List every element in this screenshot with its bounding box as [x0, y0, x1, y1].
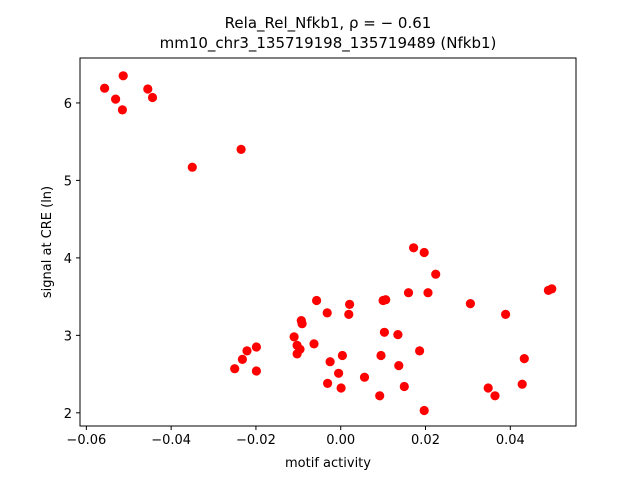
y-axis-ticks: 2 3 4 5 6 [64, 97, 80, 422]
data-point [379, 327, 389, 337]
data-point [381, 295, 391, 305]
data-point [117, 105, 127, 115]
data-points [100, 71, 557, 416]
y-tick-label: 4 [64, 252, 72, 267]
data-point [251, 366, 261, 376]
data-point [336, 383, 346, 393]
y-tick-label: 2 [64, 407, 72, 422]
data-point [519, 354, 529, 364]
data-point [309, 339, 319, 349]
x-axis-ticks: −0.06 −0.04 −0.02 0.00 0.02 0.04 [66, 426, 525, 448]
data-point [394, 361, 404, 371]
chart-title-line1: Rela_Rel_Nfkb1, ρ = − 0.61 [225, 14, 432, 33]
data-point [465, 299, 475, 309]
data-point [118, 71, 128, 81]
data-point [187, 162, 197, 172]
x-tick-label: −0.04 [151, 433, 191, 448]
data-point [419, 247, 429, 258]
data-point [111, 94, 121, 104]
data-point [409, 243, 419, 253]
data-point [322, 308, 332, 318]
data-point [237, 354, 247, 364]
data-point [236, 144, 246, 154]
data-point [325, 357, 335, 367]
data-point [501, 309, 511, 319]
data-point [359, 372, 370, 382]
y-tick-label: 3 [64, 329, 72, 344]
data-point [419, 405, 429, 416]
data-point [345, 299, 355, 309]
data-point [483, 383, 493, 393]
data-point [230, 364, 240, 374]
data-point [143, 84, 153, 94]
x-tick-label: 0.00 [326, 433, 355, 448]
x-tick-label: 0.04 [496, 433, 525, 448]
data-point [547, 284, 557, 294]
data-point [423, 288, 433, 298]
plot-area-frame [79, 57, 577, 427]
data-point [334, 368, 344, 378]
data-point [251, 342, 261, 352]
data-point [337, 350, 347, 361]
data-point [312, 295, 322, 306]
y-tick-label: 5 [64, 174, 72, 189]
data-point [375, 391, 385, 401]
data-point [242, 346, 252, 356]
data-point [297, 319, 307, 329]
data-point [490, 391, 500, 401]
x-tick-label: −0.02 [236, 433, 276, 448]
x-axis-label: motif activity [285, 456, 371, 471]
y-tick-label: 6 [64, 97, 72, 112]
y-axis-label: signal at CRE (ln) [40, 186, 55, 298]
data-point [431, 269, 441, 279]
data-point [403, 288, 414, 298]
data-point [147, 92, 158, 103]
x-tick-label: −0.06 [66, 433, 106, 448]
data-point [100, 83, 110, 93]
data-point [376, 350, 386, 361]
data-point [399, 381, 409, 392]
data-point [295, 344, 305, 354]
data-point [415, 346, 425, 356]
data-point [393, 330, 403, 340]
data-point [517, 379, 527, 389]
data-point [323, 378, 333, 388]
data-point [344, 309, 354, 319]
chart-title-line2: mm10_chr3_135719198_135719489 (Nfkb1) [160, 34, 497, 53]
x-tick-label: 0.02 [411, 433, 440, 448]
data-point [289, 332, 299, 342]
